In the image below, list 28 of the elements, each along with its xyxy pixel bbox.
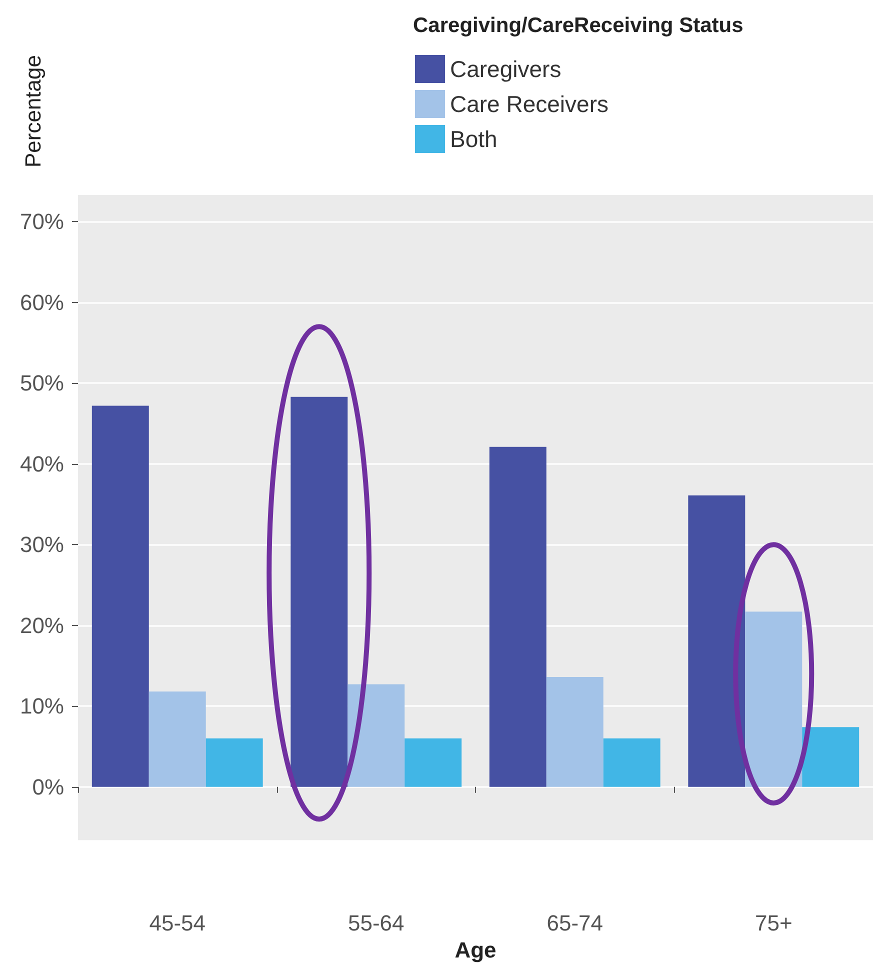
y-tick-label: 0% [32, 774, 64, 800]
y-tick-label: 40% [20, 451, 64, 476]
y-tick-label: 30% [20, 532, 64, 558]
y-tick-label: 10% [20, 694, 64, 719]
legend-label: Both [450, 126, 498, 152]
bar [603, 738, 660, 787]
y-tick-label: 60% [20, 290, 64, 315]
legend-title: Caregiving/CareReceiving Status [413, 14, 744, 37]
bar [404, 738, 462, 787]
y-axis-title: Percentage [20, 54, 46, 168]
legend-label: Caregivers [450, 56, 562, 82]
legend-label: Care Receivers [450, 91, 608, 117]
bar [348, 684, 405, 787]
y-tick-label: 70% [20, 209, 64, 234]
y-tick-label: 20% [20, 612, 64, 638]
x-tick-label: 55-64 [348, 910, 404, 936]
bar [92, 406, 149, 787]
y-tick-label: 50% [20, 370, 64, 396]
bar [546, 677, 604, 787]
x-tick-label: 45-54 [149, 910, 206, 936]
bar [148, 692, 206, 787]
bar [206, 738, 263, 787]
bar [489, 446, 546, 787]
x-axis-title: Age [454, 938, 496, 962]
bar [745, 612, 802, 787]
x-tick-label: 65-74 [546, 910, 604, 936]
bar [802, 727, 860, 787]
x-tick-label: 75+ [754, 910, 792, 936]
